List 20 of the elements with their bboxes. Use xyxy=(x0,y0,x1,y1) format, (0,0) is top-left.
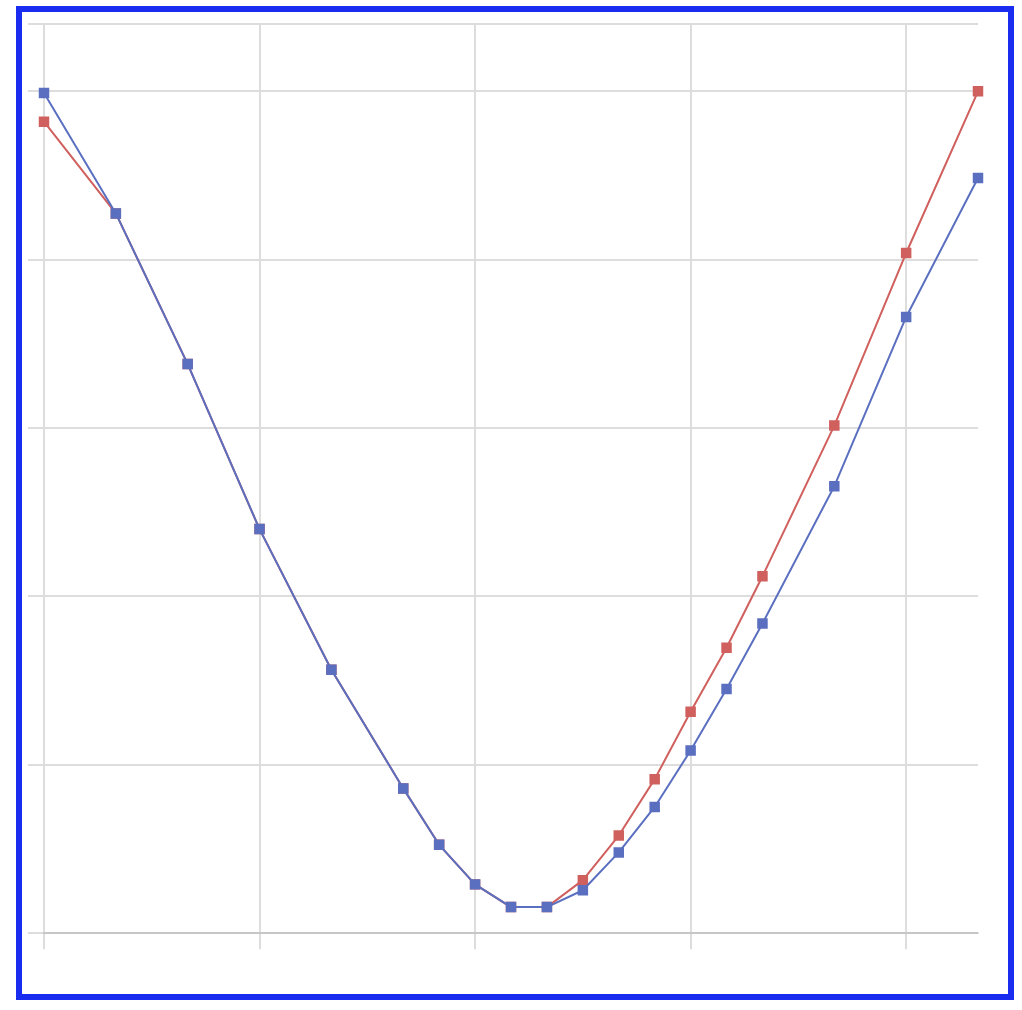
point xyxy=(721,642,732,654)
point xyxy=(649,801,660,813)
point xyxy=(613,847,625,858)
point xyxy=(649,773,660,785)
point xyxy=(613,830,625,841)
point xyxy=(757,571,768,582)
point xyxy=(577,885,589,896)
point xyxy=(685,706,696,718)
point xyxy=(38,116,50,127)
point xyxy=(972,172,984,184)
point xyxy=(829,480,840,492)
point xyxy=(685,745,696,756)
point xyxy=(829,420,840,431)
point xyxy=(721,683,732,695)
point xyxy=(900,311,912,323)
point xyxy=(38,87,50,99)
point xyxy=(577,874,589,886)
point xyxy=(757,618,768,629)
point xyxy=(900,247,912,259)
point xyxy=(972,86,984,97)
